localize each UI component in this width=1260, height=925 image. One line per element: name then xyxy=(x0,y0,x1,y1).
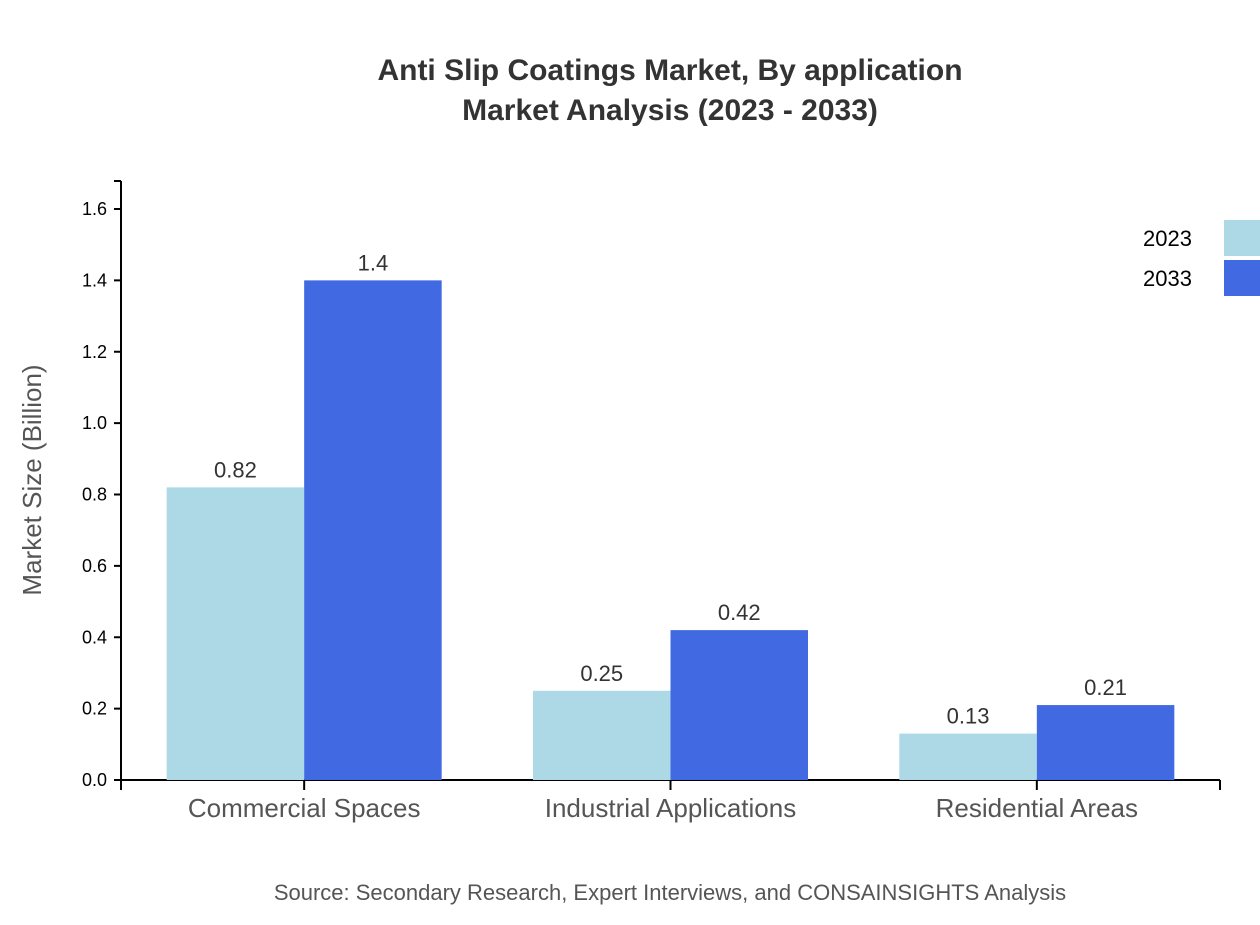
y-tick-label: 1.6 xyxy=(82,199,107,219)
y-tick-label: 0.4 xyxy=(82,627,107,647)
y-tick-label: 0.0 xyxy=(82,770,107,790)
bar-2023 xyxy=(533,690,671,780)
y-tick-label: 0.6 xyxy=(82,556,107,576)
y-tick-label: 0.8 xyxy=(82,485,107,505)
data-label: 0.82 xyxy=(214,457,257,482)
bar-2033 xyxy=(304,280,442,780)
data-label: 0.42 xyxy=(718,600,761,625)
x-tick-label: Residential Areas xyxy=(936,793,1138,823)
x-tick-label: Commercial Spaces xyxy=(188,793,421,823)
bar-2033 xyxy=(1036,705,1175,780)
bar-2023 xyxy=(166,487,305,780)
legend-label: 2033 xyxy=(1143,266,1192,291)
data-label: 0.13 xyxy=(947,704,990,729)
legend-swatch-2033 xyxy=(1224,260,1260,296)
source-note: Source: Secondary Research, Expert Inter… xyxy=(274,880,1066,905)
y-tick-label: 0.2 xyxy=(82,699,107,719)
bar-2023 xyxy=(899,733,1037,780)
data-label: 1.4 xyxy=(358,250,389,275)
data-label: 0.21 xyxy=(1084,675,1127,700)
x-tick-label: Industrial Applications xyxy=(545,793,796,823)
y-axis-label: Market Size (Billion) xyxy=(17,364,47,595)
chart-subtitle: Market Analysis (2023 - 2033) xyxy=(462,94,878,127)
data-label: 0.25 xyxy=(580,661,623,686)
legend-swatch-2023 xyxy=(1224,220,1260,256)
y-tick-label: 1.2 xyxy=(82,342,107,362)
chart-title: Anti Slip Coatings Market, By applicatio… xyxy=(377,54,962,87)
bar-2033 xyxy=(670,630,808,780)
legend-label: 2023 xyxy=(1143,226,1192,251)
y-tick-label: 1.4 xyxy=(82,270,107,290)
y-tick-label: 1.0 xyxy=(82,413,107,433)
